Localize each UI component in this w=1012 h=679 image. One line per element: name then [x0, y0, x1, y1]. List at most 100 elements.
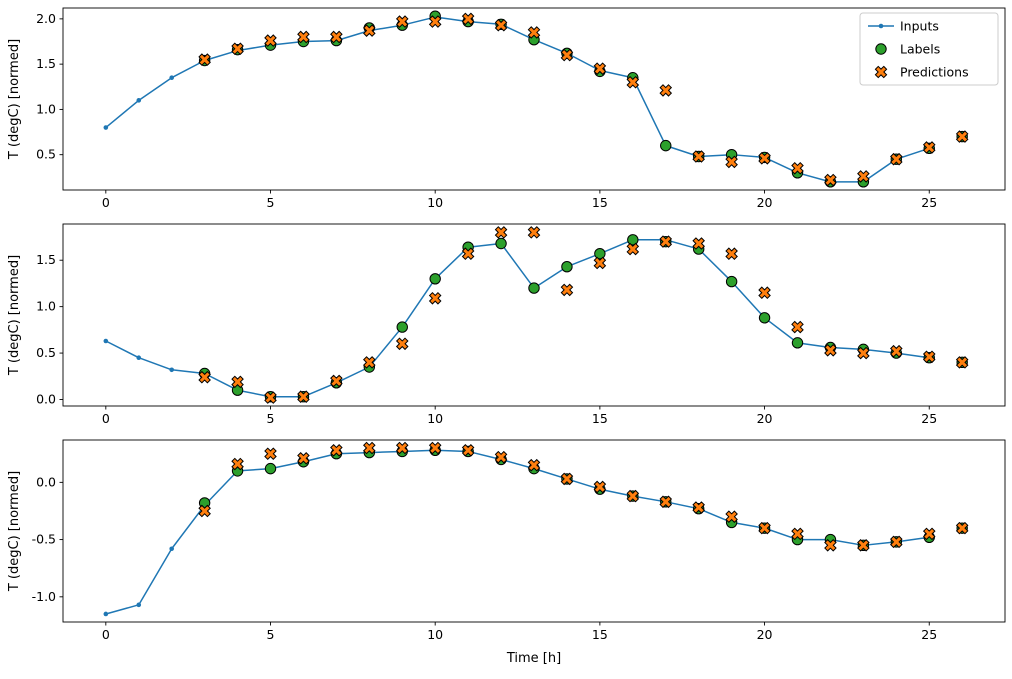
- predictions-point: [461, 12, 475, 26]
- inputs-point: [103, 338, 109, 344]
- labels-point: [791, 337, 804, 349]
- predictions-point: [626, 489, 640, 503]
- y-axis-ticks: 0.0 0.5 1.0 1.5: [36, 252, 63, 407]
- predictions-point: [560, 472, 574, 486]
- labels-point: [495, 237, 507, 250]
- predictions-point: [560, 48, 574, 62]
- x-tick-label: 25: [921, 195, 937, 210]
- labels-point: [725, 275, 738, 288]
- x-tick-label: 10: [427, 195, 443, 210]
- x-tick-label: 25: [921, 627, 937, 642]
- y-axis-label: T (degC) [normed]: [7, 255, 22, 376]
- y-tick-label: 0.5: [36, 345, 56, 360]
- legend-inputs-dot-icon: [878, 23, 884, 29]
- predictions-point: [297, 30, 310, 44]
- y-axis-ticks: -1.0 -0.5 0.0: [32, 474, 63, 604]
- predictions-point: [692, 501, 705, 514]
- x-tick-label: 0: [102, 627, 110, 642]
- predictions-point: [857, 539, 870, 552]
- predictions-point: [890, 152, 903, 166]
- predictions-point: [198, 53, 211, 66]
- x-tick-label: 10: [427, 627, 443, 642]
- predictions-point: [395, 15, 409, 28]
- subplot-1: 0 5 10 15 20 25 0.5 1.0 1.5 2.0 T (degC) [normed] I…: [7, 7, 1006, 210]
- predictions-point: [231, 375, 244, 389]
- y-axis-label: T (degC) [normed]: [7, 39, 22, 160]
- predictions-point: [593, 256, 607, 270]
- predictions-point: [198, 370, 211, 384]
- predictions-point: [659, 235, 673, 248]
- x-tick-label: 20: [757, 195, 773, 210]
- y-tick-label: 0.0: [36, 474, 56, 489]
- predictions-point: [824, 539, 837, 552]
- legend-box: [859, 12, 999, 86]
- x-axis-label: Time [h]: [506, 651, 561, 666]
- predictions-point: [922, 350, 936, 364]
- predictions-point: [560, 283, 574, 297]
- predictions-point: [330, 30, 343, 44]
- predictions-series: [198, 226, 969, 404]
- predictions-point: [198, 504, 211, 518]
- y-tick-label: 1.0: [36, 299, 56, 314]
- predictions-point: [231, 42, 244, 56]
- predictions-point: [857, 170, 870, 183]
- x-axis-ticks: 0 5 10 15 20 25: [102, 406, 937, 426]
- predictions-point: [791, 161, 804, 175]
- x-tick-label: 5: [267, 627, 275, 642]
- predictions-point: [824, 173, 837, 187]
- predictions-point: [428, 441, 442, 455]
- predictions-point: [395, 337, 409, 351]
- predictions-point: [955, 356, 969, 369]
- legend-entry-label: Predictions: [900, 64, 969, 79]
- inputs-point: [136, 98, 142, 103]
- predictions-point: [955, 521, 969, 535]
- inputs-point: [169, 546, 174, 552]
- labels-point: [660, 139, 672, 152]
- plot-area: [62, 223, 1006, 407]
- x-tick-label: 15: [592, 627, 608, 642]
- labels-point: [528, 282, 540, 294]
- legend-entry-label: Labels: [900, 41, 940, 56]
- subplot-2: 0 5 10 15 20 25 0.0 0.5 1.0 1.5 T (degC) [normed]: [7, 223, 1006, 426]
- predictions-point: [264, 447, 277, 461]
- predictions-point: [758, 152, 771, 165]
- y-tick-label: 0.0: [36, 392, 56, 407]
- predictions-series: [198, 441, 969, 552]
- predictions-point: [725, 155, 738, 169]
- predictions-point: [922, 141, 936, 154]
- legend-entry-label: Inputs: [900, 18, 939, 33]
- predictions-point: [494, 226, 508, 239]
- inputs-point: [103, 611, 109, 617]
- y-tick-label: -1.0: [32, 589, 56, 604]
- x-axis-ticks: 0 5 10 15 20 25: [102, 190, 937, 210]
- x-axis-ticks: 0 5 10 15 20 25: [102, 622, 937, 642]
- x-tick-label: 20: [757, 411, 773, 426]
- predictions-point: [363, 24, 376, 37]
- y-tick-label: 1.0: [36, 101, 56, 116]
- y-axis-label: T (degC) [normed]: [7, 471, 22, 592]
- labels-point: [429, 273, 441, 285]
- x-tick-label: 15: [592, 195, 608, 210]
- predictions-point: [330, 444, 343, 457]
- predictions-point: [758, 521, 771, 535]
- predictions-point: [264, 391, 277, 404]
- labels-point: [627, 234, 639, 246]
- predictions-point: [692, 150, 705, 163]
- predictions-point: [791, 320, 804, 334]
- predictions-point: [626, 242, 640, 256]
- inputs-point: [169, 367, 174, 373]
- predictions-point: [659, 495, 673, 509]
- predictions-point: [428, 291, 442, 305]
- predictions-point: [297, 390, 310, 404]
- x-tick-label: 10: [427, 411, 443, 426]
- predictions-point: [395, 441, 409, 455]
- legend: Inputs Labels Predictions: [859, 12, 999, 86]
- predictions-point: [593, 62, 607, 75]
- predictions-point: [461, 444, 475, 457]
- y-tick-label: 1.5: [36, 56, 56, 71]
- predictions-point: [527, 226, 541, 239]
- predictions-point: [494, 18, 508, 32]
- inputs-point: [136, 355, 142, 361]
- x-tick-label: 0: [102, 411, 110, 426]
